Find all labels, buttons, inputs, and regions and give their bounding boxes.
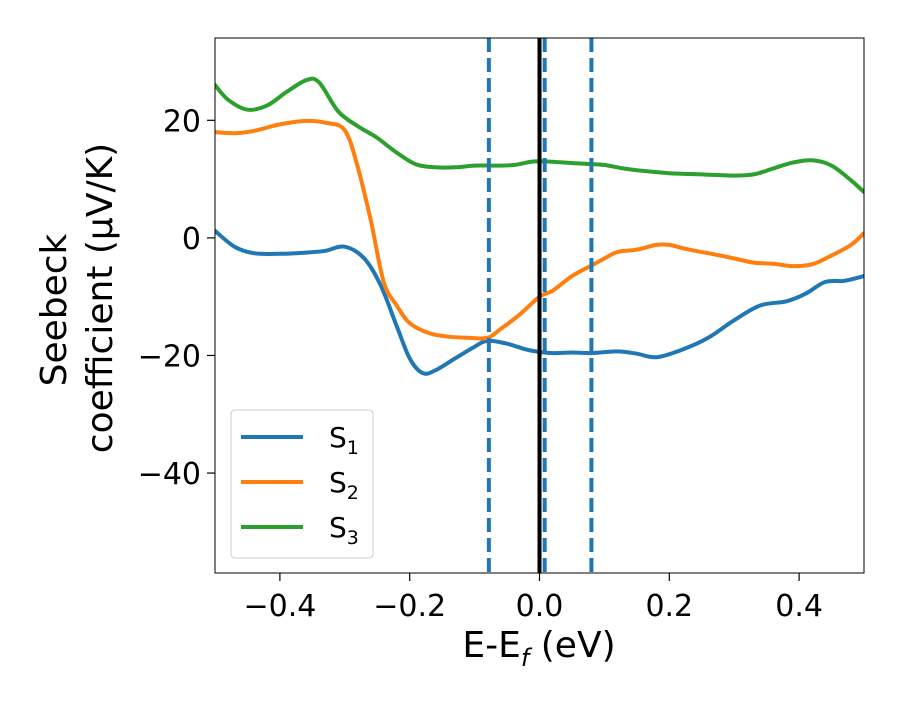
plot-area [215, 38, 864, 573]
y-tick-label: 0 [182, 222, 201, 257]
legend-label-main: S [329, 421, 347, 454]
y-axis-label-line2: coefficient (μV/K) [80, 143, 121, 453]
legend-label-s2: S2 [329, 466, 359, 504]
x-axis-label-unit: (eV) [529, 625, 615, 666]
series-line-s3 [215, 76, 864, 194]
legend-label-subscript: 3 [347, 527, 359, 549]
y-tick-label: −20 [138, 339, 201, 374]
legend-label-subscript: 2 [347, 482, 359, 504]
series-line-s1 [215, 228, 864, 376]
legend-label-subscript: 1 [347, 437, 359, 459]
x-tick-label: −0.4 [243, 589, 316, 624]
x-tick-label: 0.4 [775, 589, 823, 624]
y-tick-label: −40 [138, 457, 201, 492]
y-axis-label-line1: Seebeck [34, 233, 75, 386]
axes: −0.4 −0.2 0.0 0.2 0.4 20 0 −20 −40 [138, 104, 823, 624]
x-axis-label-main: E-E [462, 625, 520, 666]
x-tick-label: 0.2 [645, 589, 693, 624]
legend-label-main: S [329, 511, 347, 544]
legend-label-main: S [329, 466, 347, 499]
legend-label-s3: S3 [329, 511, 359, 549]
x-tick-label: 0.0 [516, 589, 564, 624]
y-tick-label: 20 [163, 104, 201, 139]
x-tick-label: −0.2 [373, 589, 446, 624]
x-axis-label: E-Ef (eV) [462, 625, 615, 672]
legend-label-s1: S1 [329, 421, 359, 459]
